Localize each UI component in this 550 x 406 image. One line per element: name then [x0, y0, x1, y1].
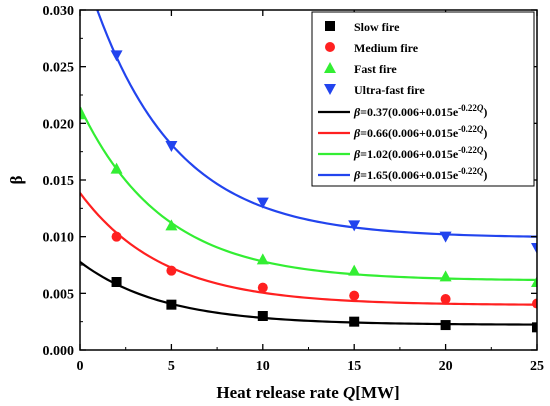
legend-fit-coef: =1.02(0.006+0.015e	[360, 147, 459, 161]
legend-label: Slow fire	[354, 20, 400, 34]
legend-fit-beta: β	[353, 147, 361, 161]
fit-curve	[80, 106, 537, 282]
legend-fit-exponent: -0.22	[458, 145, 477, 155]
x-axis-title-unit: [MW]	[355, 383, 399, 402]
data-point	[531, 243, 537, 254]
data-point	[348, 264, 361, 276]
data-point	[111, 277, 122, 287]
y-tick-label: 0.020	[43, 117, 75, 132]
data-point	[80, 108, 86, 120]
legend-fit-exp-var: Q	[477, 145, 484, 155]
legend-marker	[324, 62, 336, 73]
x-tick-label: 20	[439, 359, 453, 374]
x-tick-label: 5	[168, 359, 175, 374]
y-tick-label: 0.025	[43, 61, 75, 76]
legend-fit-beta: β	[353, 126, 361, 140]
legend-fit-exp-var: Q	[477, 166, 484, 176]
fit-curve	[96, 10, 537, 238]
data-point	[257, 282, 268, 293]
legend-fit-beta: β	[353, 168, 361, 182]
legend-fit-coef: =0.37(0.006+0.015e	[360, 105, 459, 119]
fit-curve	[80, 192, 537, 306]
legend-fit-exponent: -0.22	[458, 124, 477, 134]
x-axis-title: Heat release rate Q[MW]	[216, 383, 399, 402]
data-point	[110, 162, 123, 174]
legend-marker	[324, 84, 336, 95]
legend-fit-formula: β=1.02(0.006+0.015e-0.22Q)	[353, 145, 487, 161]
data-point	[349, 290, 360, 301]
legend-fit-close: )	[483, 126, 487, 140]
y-tick-label: 0.005	[43, 287, 75, 302]
legend: Slow fire Medium fire Fast fire Ultra-fast …	[311, 11, 535, 187]
x-tick-label: 25	[530, 359, 544, 374]
x-tick-label: 0	[77, 359, 84, 374]
data-point	[440, 320, 451, 331]
data-point	[532, 298, 537, 309]
data-point	[166, 299, 177, 310]
legend-fit-close: )	[483, 105, 487, 119]
x-axis-title-main: Heat release rate	[216, 383, 343, 402]
x-tick-label: 15	[347, 359, 361, 374]
data-points	[80, 50, 537, 333]
y-tick-label: 0.030	[43, 4, 75, 19]
data-point	[439, 231, 452, 243]
data-point	[532, 322, 537, 333]
fit-curves	[80, 10, 537, 326]
legend-fit-formula: β=0.66(0.006+0.015e-0.22Q)	[353, 124, 487, 140]
data-point	[256, 197, 269, 209]
legend-label: Fast fire	[354, 62, 397, 76]
legend-fit-exponent: -0.22	[458, 166, 477, 176]
legend-fit-exp-var: Q	[477, 103, 484, 113]
data-point	[349, 316, 360, 327]
legend-fit-formula: β=1.65(0.006+0.015e-0.22Q)	[353, 166, 487, 182]
axis-ticks: 0 5 10 15 20 25 0.000 0.005 0.010 0.015 0.020 0.025…	[43, 4, 545, 374]
x-axis-title-variable: Q	[343, 383, 355, 402]
legend-fit-exp-var: Q	[477, 124, 484, 134]
y-tick-label: 0.010	[43, 231, 75, 246]
legend-fit-exponent: -0.22	[458, 103, 477, 113]
legend-marker	[325, 42, 335, 52]
legend-marker	[325, 21, 335, 31]
data-point	[111, 231, 122, 242]
y-axis-title: β	[7, 175, 26, 184]
legend-label: Ultra-fast fire	[354, 83, 425, 97]
fit-curve	[80, 261, 537, 326]
legend-fit-coef: =0.66(0.006+0.015e	[360, 126, 459, 140]
legend-fit-formula: β=0.37(0.006+0.015e-0.22Q)	[353, 103, 487, 119]
x-tick-label: 10	[256, 359, 270, 374]
data-point	[531, 276, 537, 287]
data-point	[165, 219, 178, 231]
legend-fit-coef: =1.65(0.006+0.015e	[360, 168, 459, 182]
data-point	[110, 50, 123, 62]
legend-fit-close: )	[483, 147, 487, 161]
data-point	[348, 220, 361, 232]
y-tick-label: 0.000	[43, 344, 75, 359]
legend-fit-beta: β	[353, 105, 361, 119]
data-point	[165, 141, 178, 152]
legend-box	[311, 11, 535, 187]
legend-fit-close: )	[483, 168, 487, 182]
legend-label: Medium fire	[354, 41, 419, 55]
data-point	[257, 311, 268, 321]
data-point	[439, 270, 452, 282]
data-point	[166, 265, 177, 276]
data-point	[440, 294, 451, 304]
data-point	[256, 253, 269, 265]
y-tick-label: 0.015	[43, 174, 75, 189]
